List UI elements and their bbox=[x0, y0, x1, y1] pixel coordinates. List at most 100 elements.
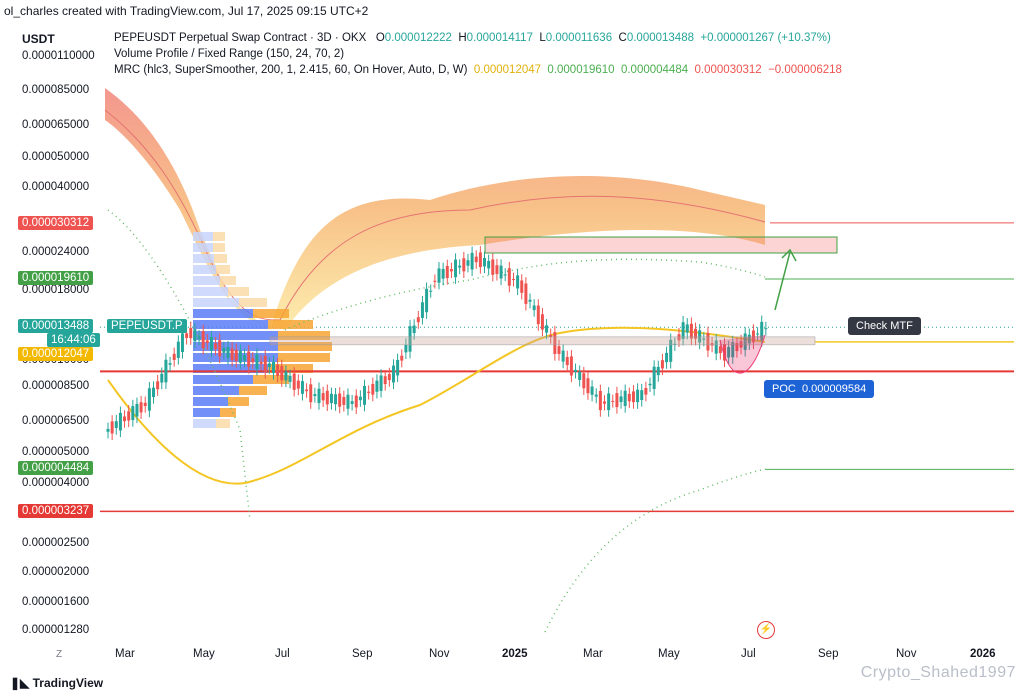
tag-top-band: 0.000030312 bbox=[18, 216, 94, 230]
candle-body bbox=[280, 365, 284, 381]
volume-profile-bar-buy bbox=[193, 320, 268, 329]
candle-body bbox=[524, 283, 528, 304]
y-tick-label: 0.000040000 bbox=[22, 181, 90, 193]
y-tick-label: 0.000065000 bbox=[22, 119, 90, 131]
check-mtf-callout[interactable]: Check MTF bbox=[848, 317, 921, 335]
candle-body bbox=[367, 391, 371, 393]
candle-body bbox=[545, 325, 549, 333]
volume-profile-bar-sell bbox=[239, 386, 267, 395]
mrc-upper: 0.000019610 bbox=[547, 64, 615, 76]
candle-body bbox=[321, 393, 325, 401]
candle-body bbox=[516, 275, 520, 289]
brand-name: TradingView bbox=[32, 676, 104, 690]
candle-body bbox=[143, 402, 147, 407]
candle-body bbox=[706, 332, 710, 351]
candle-body bbox=[214, 343, 218, 349]
candle-body bbox=[106, 428, 110, 432]
volume-profile-bar-buy bbox=[193, 309, 253, 318]
candle-body bbox=[160, 373, 164, 383]
legend-volume-profile[interactable]: Volume Profile / Fixed Range (150, 24, 7… bbox=[114, 48, 345, 60]
lightning-icon[interactable]: ⚡ bbox=[757, 621, 775, 639]
candle-body bbox=[739, 341, 743, 348]
change-value: +0.000001267 (+10.37%) bbox=[700, 32, 831, 44]
candle-body bbox=[296, 380, 300, 389]
candle-body bbox=[611, 400, 615, 402]
candle-body bbox=[756, 333, 760, 335]
candle-body bbox=[636, 389, 640, 403]
candle-body bbox=[292, 373, 296, 390]
volume-profile-bar-sell bbox=[228, 287, 249, 296]
tag-support: 0.000003237 bbox=[18, 504, 94, 518]
candle-body bbox=[478, 252, 482, 268]
candle-body bbox=[193, 329, 197, 342]
candle-body bbox=[582, 373, 586, 389]
tag-symbol: PEPEUSDT.P bbox=[107, 319, 187, 333]
candle-body bbox=[284, 371, 288, 381]
candle-body bbox=[722, 344, 726, 361]
axis-unit: USDT bbox=[22, 32, 55, 46]
arrow-head bbox=[781, 248, 797, 262]
candle-body bbox=[673, 343, 677, 345]
y-tick-label: 0.000024000 bbox=[22, 246, 90, 258]
candle-body bbox=[267, 363, 271, 368]
candle-body bbox=[648, 383, 652, 386]
volume-profile-bar-sell bbox=[278, 331, 330, 340]
mrc-upper-dotted bbox=[107, 209, 766, 521]
candle-body bbox=[689, 323, 693, 339]
x-tick-label: Sep bbox=[818, 648, 839, 660]
candle-body bbox=[561, 350, 565, 362]
candle-body bbox=[760, 321, 764, 341]
candle-body bbox=[209, 337, 213, 351]
volume-profile-bar-sell bbox=[253, 309, 289, 318]
candle-body bbox=[458, 265, 462, 268]
candle-body bbox=[313, 394, 317, 397]
volume-profile-bar-sell bbox=[216, 265, 230, 274]
x-tick-label: May bbox=[658, 648, 680, 660]
x-tick-label: 2026 bbox=[970, 648, 996, 660]
candle-body bbox=[342, 396, 346, 405]
candle-body bbox=[714, 340, 718, 354]
cup-pattern bbox=[719, 334, 766, 374]
candle-body bbox=[483, 257, 487, 267]
candle-body bbox=[243, 355, 247, 361]
candle-body bbox=[631, 391, 635, 403]
y-tick-label: 0.000001280 bbox=[22, 624, 90, 636]
volume-profile-bar-buy bbox=[193, 342, 278, 351]
candle-body bbox=[735, 342, 739, 352]
candle-body bbox=[338, 393, 342, 407]
mrc-label: MRC (hlc3, SuperSmoother, 200, 1, 2.415,… bbox=[114, 64, 468, 76]
candle-body bbox=[350, 401, 354, 404]
candle-body bbox=[747, 334, 751, 344]
mean-zone-box bbox=[269, 336, 816, 346]
volume-profile-bar-buy bbox=[193, 265, 216, 274]
volume-profile-bar-buy bbox=[193, 408, 220, 417]
tradingview-logo[interactable]: ❚◣ TradingView bbox=[10, 676, 103, 690]
candle-body bbox=[416, 317, 420, 323]
candle-body bbox=[152, 387, 156, 398]
candle-body bbox=[660, 360, 664, 369]
volume-profile-bar-buy bbox=[193, 364, 268, 373]
tag-upper: 0.000019610 bbox=[18, 271, 94, 285]
zoom-button[interactable]: Z bbox=[55, 649, 63, 660]
volume-profile-bar-sell bbox=[268, 320, 313, 329]
candle-body bbox=[379, 375, 383, 391]
legend-ohlc[interactable]: PEPEUSDT Perpetual Swap Contract · 3D · … bbox=[114, 32, 831, 44]
candle-body bbox=[540, 314, 544, 330]
tag-mean: 0.000012047 bbox=[18, 347, 94, 361]
candle-body bbox=[536, 305, 540, 325]
tag-current-price: 0.000013488 bbox=[18, 319, 94, 333]
poc-callout[interactable]: POC 0.000009584 bbox=[764, 380, 875, 398]
candle-body bbox=[590, 386, 594, 395]
poc-value: 0.000009584 bbox=[801, 383, 867, 395]
tradingview-icon: ❚◣ bbox=[10, 676, 30, 690]
candle-body bbox=[259, 361, 263, 364]
o-label: O bbox=[375, 32, 385, 44]
candle-body bbox=[197, 336, 201, 339]
candle-body bbox=[702, 338, 706, 340]
candle-body bbox=[607, 393, 611, 411]
arrow-shaft bbox=[774, 251, 791, 311]
candle-body bbox=[234, 349, 238, 361]
candle-body bbox=[185, 333, 189, 338]
legend-mrc[interactable]: MRC (hlc3, SuperSmoother, 200, 1, 2.415,… bbox=[114, 64, 842, 76]
